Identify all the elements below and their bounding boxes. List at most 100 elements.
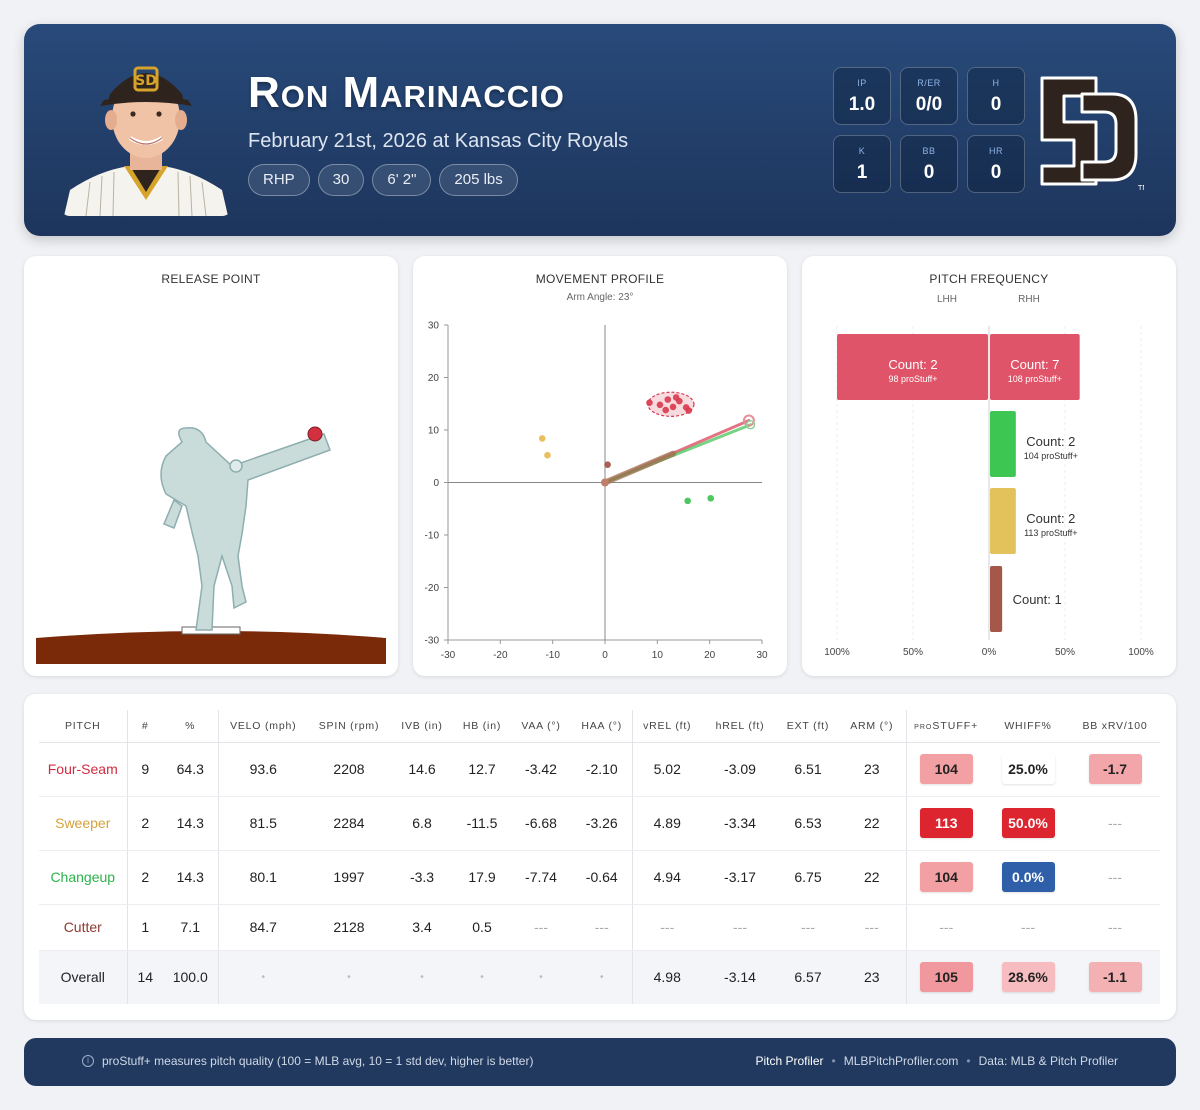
- table-row: Changeup 2 14.3 80.1 1997 -3.3 17.9 -7.74 -0.64 4…: [39, 850, 1160, 905]
- release-point-title: RELEASE POINT: [161, 272, 261, 286]
- column-header: proSTUFF+: [905, 710, 986, 743]
- prostuff-note: proStuff+ measures pitch quality (100 = …: [102, 1054, 534, 1068]
- mound: [36, 631, 386, 664]
- table-cell: ---: [838, 904, 906, 951]
- table-cell: -3.34: [702, 796, 778, 851]
- svg-text:SD: SD: [135, 73, 157, 89]
- column-header: VAA (°): [510, 710, 572, 743]
- freq-tick-label: 0%: [982, 647, 997, 658]
- y-tick-label: 10: [428, 426, 440, 437]
- arm-angle-endpoint: [742, 414, 755, 427]
- table-cell: 81.5: [217, 796, 308, 851]
- table-cell: -3.17: [702, 850, 778, 905]
- footer-note: i proStuff+ measures pitch quality (100 …: [82, 1054, 533, 1068]
- x-tick-label: 30: [756, 650, 768, 661]
- footer-credits: Pitch Profiler • MLBPitchProfiler.com • …: [755, 1054, 1118, 1068]
- table-cell: 22: [838, 796, 906, 851]
- stat-value: 0: [990, 162, 1002, 183]
- table-cell: 6.51: [778, 742, 838, 797]
- pitch-point-four-seam: [669, 403, 677, 411]
- stat-value: 0/0: [915, 94, 943, 115]
- table-cell: 4.94: [631, 850, 702, 905]
- y-tick-label: 0: [433, 478, 439, 489]
- stat-r-er: R/ER 0/0: [900, 67, 958, 125]
- info-icon: i: [82, 1055, 94, 1067]
- pitch-frequency-chart: LHH RHH 100% 50% 0% 50% 100% Count: 2 98 proStuf…: [824, 294, 1154, 658]
- lhh-bar-four-seam: [837, 334, 988, 400]
- whiff-cell-badge: 50.0%: [1001, 808, 1055, 838]
- table-cell: -11.5: [454, 796, 510, 851]
- table-cell: 64.3: [163, 742, 218, 797]
- prostuff-cell: 113: [905, 796, 986, 851]
- arm-angle-endpoint: [745, 420, 756, 430]
- table-cell: •: [217, 950, 308, 1004]
- whiff-cell: 25.0%: [986, 742, 1070, 797]
- movement-profile-title: MOVEMENT PROFILE: [535, 272, 665, 286]
- table-cell: ---: [572, 904, 632, 951]
- rhh-count-label: Count: 7: [1010, 357, 1059, 372]
- stat-label: H: [992, 78, 1000, 88]
- stat-bb: BB 0: [900, 135, 958, 193]
- stat-label: HR: [989, 146, 1003, 156]
- table-cell: •: [308, 950, 390, 1004]
- table-cell: 6.8: [390, 796, 454, 851]
- table-cell: 2128: [308, 904, 390, 951]
- padres-sd-logo-icon: TM: [1040, 76, 1144, 192]
- rhh-count-label: Count: 2: [1026, 511, 1075, 526]
- table-cell: ---: [778, 904, 838, 951]
- chip-throws: RHP: [248, 164, 310, 196]
- x-tick-label: -10: [545, 650, 560, 661]
- prostuff-cell-badge: 104: [919, 754, 973, 784]
- table-cell: 1997: [308, 850, 390, 905]
- pitcher-silhouette: [160, 427, 331, 631]
- table-cell: •: [454, 950, 510, 1004]
- pitch-point-four-seam: [662, 406, 670, 414]
- column-header: hREL (ft): [702, 710, 778, 743]
- freq-tick-label: 50%: [1055, 647, 1075, 658]
- site-link[interactable]: MLBPitchProfiler.com: [843, 1054, 959, 1068]
- whiff-cell: 28.6%: [986, 950, 1070, 1004]
- rhh-label: RHH: [1018, 294, 1040, 305]
- table-cell: 93.6: [217, 742, 308, 797]
- player-chips: RHP 30 6' 2" 205 lbs: [248, 164, 518, 196]
- table-cell: •: [510, 950, 572, 1004]
- whiff-cell-badge: 25.0%: [1001, 754, 1055, 784]
- pitch-frequency-panel: PITCH FREQUENCY LHH RHH 100% 50% 0% 50% 100% Co…: [802, 256, 1176, 676]
- table-cell: 4.98: [631, 950, 702, 1004]
- column-header: HAA (°): [572, 710, 632, 743]
- pitch-name-cell: Cutter: [39, 904, 127, 951]
- table-cell: 80.1: [217, 850, 308, 905]
- stat-value: 1: [856, 162, 868, 183]
- table-cell: •: [572, 950, 632, 1004]
- whiff-cell: 50.0%: [986, 796, 1070, 851]
- y-tick-label: -10: [425, 531, 440, 542]
- rhh-prostuff-label: 108 proStuff+: [1008, 374, 1062, 384]
- rhh-prostuff-label: 113 proStuff+: [1024, 528, 1077, 538]
- table-cell: 9: [126, 742, 163, 797]
- pitch-point-four-seam: [656, 401, 664, 409]
- lhh-prostuff-label: 98 proStuff+: [888, 374, 937, 384]
- table-cell: 14: [126, 950, 163, 1004]
- pitch-point-four-seam: [672, 394, 680, 401]
- separator: •: [831, 1054, 836, 1068]
- rhh-bar-changeup: [990, 411, 1016, 477]
- pitch-point-four-seam: [646, 399, 653, 406]
- freq-tick-label: 100%: [824, 647, 850, 658]
- table-cell: 84.7: [217, 904, 308, 951]
- table-cell: 5.02: [631, 742, 702, 797]
- game-info: February 21st, 2026 at Kansas City Royal…: [248, 130, 629, 152]
- release-point-chart: [36, 426, 386, 664]
- rhh-bar-four-seam: [990, 334, 1080, 400]
- stat-label: R/ER: [917, 78, 941, 88]
- rhh-bar-sweeper: [990, 488, 1016, 554]
- table-cell: 1: [126, 904, 163, 951]
- footer-bar: i proStuff+ measures pitch quality (100 …: [24, 1038, 1176, 1086]
- pitch-name-cell: Changeup: [39, 850, 127, 905]
- table-row: Four-Seam 9 64.3 93.6 2208 14.6 12.7 -3.42 -2.10…: [39, 742, 1160, 797]
- freq-tick-label: 50%: [903, 647, 923, 658]
- y-tick-label: 20: [428, 373, 440, 384]
- table-cell: 6.75: [778, 850, 838, 905]
- xrv-cell: ---: [1070, 850, 1160, 905]
- stat-ip: IP 1.0: [833, 67, 891, 125]
- column-header: HB (in): [454, 710, 510, 743]
